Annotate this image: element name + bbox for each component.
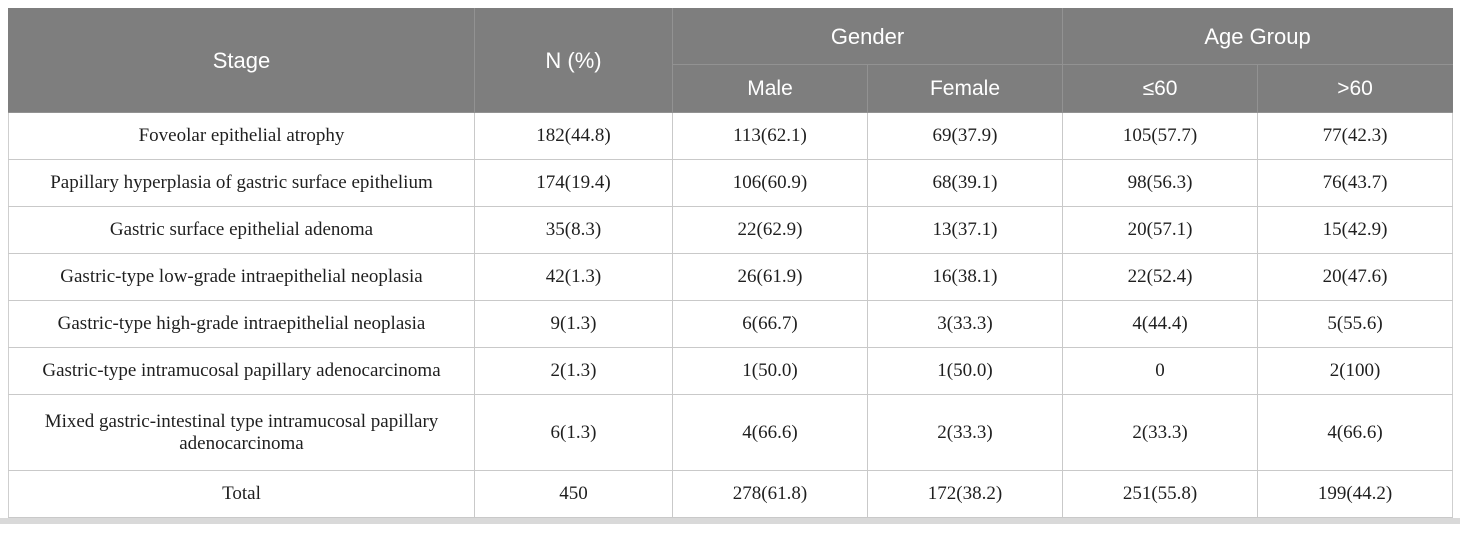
table-row-total: Total 450 278(61.8) 172(38.2) 251(55.8) … (8, 470, 1454, 518)
male-cell: 4(66.6) (672, 394, 868, 471)
le60-cell: 251(55.8) (1062, 470, 1259, 518)
male-cell: 22(62.9) (672, 206, 868, 254)
table-header: Stage N (%) Gender Age Group Male Female… (8, 8, 1454, 113)
header-female: Female (866, 64, 1064, 113)
stage-cell: Gastric-type high-grade intraepithelial … (8, 300, 475, 348)
gt60-cell: 2(100) (1257, 347, 1454, 395)
male-cell: 113(62.1) (672, 112, 868, 160)
le60-cell: 4(44.4) (1062, 300, 1259, 348)
n-cell: 2(1.3) (474, 347, 673, 395)
header-age-le60: ≤60 (1062, 64, 1259, 113)
female-cell: 2(33.3) (866, 394, 1064, 471)
stage-cell: Gastric-type intramucosal papillary aden… (8, 347, 475, 395)
table-row: Foveolar epithelial atrophy 182(44.8) 11… (8, 112, 1454, 160)
gt60-cell: 5(55.6) (1257, 300, 1454, 348)
stage-distribution-table: Stage N (%) Gender Age Group Male Female… (8, 8, 1454, 518)
male-cell: 1(50.0) (672, 347, 868, 395)
table-row: Papillary hyperplasia of gastric surface… (8, 159, 1454, 207)
n-cell: 9(1.3) (474, 300, 673, 348)
stage-cell: Gastric-type low-grade intraepithelial n… (8, 253, 475, 301)
header-stage: Stage (8, 8, 475, 113)
male-cell: 6(66.7) (672, 300, 868, 348)
female-cell: 172(38.2) (866, 470, 1064, 518)
table-row: Mixed gastric-intestinal type intramucos… (8, 394, 1454, 471)
bottom-divider-bar (0, 518, 1460, 524)
table-row: Gastric-type high-grade intraepithelial … (8, 300, 1454, 348)
gt60-cell: 199(44.2) (1257, 470, 1454, 518)
female-cell: 1(50.0) (866, 347, 1064, 395)
n-cell: 35(8.3) (474, 206, 673, 254)
le60-cell: 22(52.4) (1062, 253, 1259, 301)
stage-cell: Gastric surface epithelial adenoma (8, 206, 475, 254)
n-cell: 6(1.3) (474, 394, 673, 471)
male-cell: 278(61.8) (672, 470, 868, 518)
female-cell: 69(37.9) (866, 112, 1064, 160)
header-gender-group: Gender (671, 8, 1064, 65)
gt60-cell: 77(42.3) (1257, 112, 1454, 160)
gt60-cell: 15(42.9) (1257, 206, 1454, 254)
le60-cell: 105(57.7) (1062, 112, 1259, 160)
male-cell: 106(60.9) (672, 159, 868, 207)
female-cell: 13(37.1) (866, 206, 1064, 254)
header-n-percent: N (%) (474, 8, 673, 113)
gt60-cell: 4(66.6) (1257, 394, 1454, 471)
table-row: Gastric-type intramucosal papillary aden… (8, 347, 1454, 395)
table-container: Stage N (%) Gender Age Group Male Female… (8, 8, 1454, 518)
female-cell: 16(38.1) (866, 253, 1064, 301)
gt60-cell: 76(43.7) (1257, 159, 1454, 207)
male-cell: 26(61.9) (672, 253, 868, 301)
table-row: Gastric surface epithelial adenoma 35(8.… (8, 206, 1454, 254)
n-cell: 182(44.8) (474, 112, 673, 160)
table-row: Gastric-type low-grade intraepithelial n… (8, 253, 1454, 301)
le60-cell: 98(56.3) (1062, 159, 1259, 207)
n-cell: 42(1.3) (474, 253, 673, 301)
n-cell: 174(19.4) (474, 159, 673, 207)
gt60-cell: 20(47.6) (1257, 253, 1454, 301)
n-cell: 450 (474, 470, 673, 518)
stage-cell: Mixed gastric-intestinal type intramucos… (8, 394, 475, 471)
female-cell: 3(33.3) (866, 300, 1064, 348)
le60-cell: 0 (1062, 347, 1259, 395)
header-age-gt60: >60 (1257, 64, 1454, 113)
le60-cell: 2(33.3) (1062, 394, 1259, 471)
header-age-group: Age Group (1062, 8, 1454, 65)
le60-cell: 20(57.1) (1062, 206, 1259, 254)
stage-cell: Papillary hyperplasia of gastric surface… (8, 159, 475, 207)
female-cell: 68(39.1) (866, 159, 1064, 207)
stage-cell: Foveolar epithelial atrophy (8, 112, 475, 160)
header-male: Male (672, 64, 868, 113)
table-body: Foveolar epithelial atrophy 182(44.8) 11… (8, 112, 1454, 518)
stage-cell: Total (8, 470, 475, 518)
